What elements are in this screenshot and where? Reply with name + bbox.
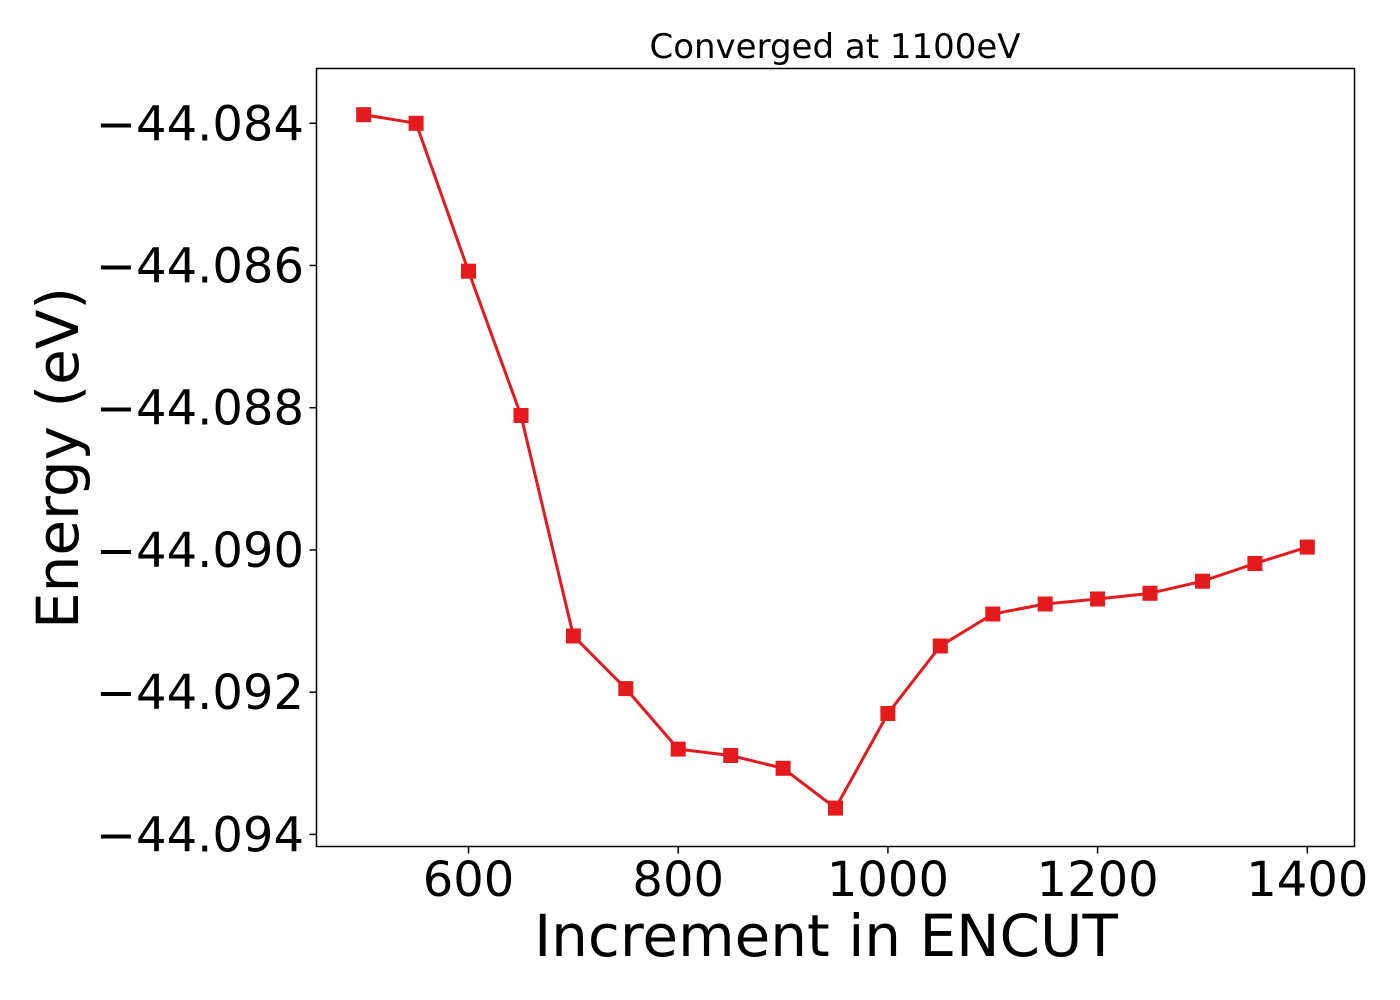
data-point-marker (670, 741, 686, 757)
data-point-marker (775, 760, 791, 776)
data-point-marker (461, 263, 476, 279)
data-point-marker (1142, 585, 1158, 601)
series-line (363, 113, 1308, 811)
x-axis-ticks: 600 800 1000 1200 1400 (423, 846, 1368, 908)
y-tick-label: −44.084 (96, 96, 304, 152)
y-tick-label: −44.094 (96, 807, 304, 863)
x-tick-label: 1400 (1246, 852, 1368, 908)
x-tick-label: 1200 (1037, 852, 1159, 908)
data-point-marker (513, 408, 529, 423)
data-point-marker (880, 706, 896, 721)
plot-frame (315, 67, 1356, 848)
data-point-marker (1247, 556, 1263, 571)
y-axis-title: Energy (eV) (24, 287, 92, 629)
x-tick-label: 600 (423, 852, 515, 908)
y-axis-ticks: −44.084 −44.086 −44.088 −44.090 −44.092 −44.0… (96, 96, 317, 863)
data-point-marker (1299, 539, 1315, 555)
data-point-marker (828, 800, 843, 816)
data-point-marker (1090, 591, 1106, 607)
data-point-marker (1037, 596, 1053, 612)
data-point-marker (356, 107, 372, 123)
y-tick-label: −44.088 (96, 381, 304, 437)
x-axis-title: Increment in ENCUT (534, 902, 1118, 970)
data-point-marker (1195, 573, 1210, 589)
y-tick-label: −44.086 (96, 238, 304, 294)
chart-title: Converged at 1100eV (649, 27, 1020, 67)
data-point-marker (723, 748, 739, 763)
x-tick-label: 800 (632, 852, 724, 908)
data-point-marker (932, 638, 948, 654)
y-tick-label: −44.092 (96, 665, 304, 721)
data-point-marker (408, 115, 424, 131)
data-point-marker (985, 606, 1001, 622)
data-point-marker (565, 628, 581, 644)
y-tick-label: −44.090 (96, 523, 304, 579)
x-tick-label: 1000 (827, 852, 949, 908)
series-markers (356, 107, 1315, 816)
data-point-marker (618, 681, 634, 697)
